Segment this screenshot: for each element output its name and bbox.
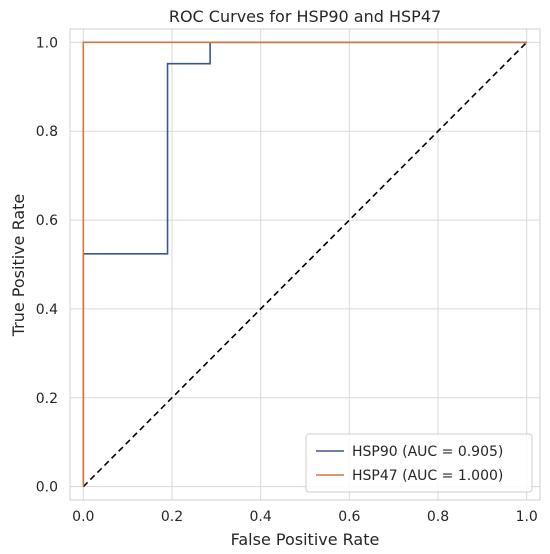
axes-border [69,28,541,501]
reference-diagonal-line [82,41,528,488]
y-tick-label: 0.0 [36,480,58,496]
legend-entry-label: HSP90 (AUC = 0.905) [352,444,503,460]
x-ticks: 0.0 0.2 0.4 0.6 0.8 1.0 [72,509,538,525]
y-tick-label: 0.8 [36,124,58,140]
x-tick-label: 0.4 [250,509,272,525]
x-tick-label: 0.0 [72,509,94,525]
legend: HSP90 (AUC = 0.905) HSP47 (AUC = 1.000) [305,433,533,493]
series-lines [82,41,528,488]
chart-title: ROC Curves for HSP90 and HSP47 [169,7,441,26]
y-ticks: 0.0 0.2 0.4 0.6 0.8 1.0 [36,35,58,495]
x-tick-label: 1.0 [516,509,538,525]
legend-box [305,433,533,493]
legend-entry-label: HSP47 (AUC = 1.000) [352,468,503,484]
y-tick-label: 1.0 [36,35,58,51]
series-line-hsp47 [82,41,527,487]
grid [70,29,540,500]
y-axis-label: True Positive Rate [9,194,28,338]
x-tick-label: 0.6 [338,509,360,525]
x-tick-label: 0.2 [161,509,183,525]
y-tick-label: 0.2 [36,391,58,407]
plot-frame [69,28,541,501]
x-tick-label: 0.8 [427,509,449,525]
y-tick-label: 0.6 [36,213,58,229]
y-tick-label: 0.4 [36,302,58,318]
x-axis-label: False Positive Rate [231,530,380,549]
